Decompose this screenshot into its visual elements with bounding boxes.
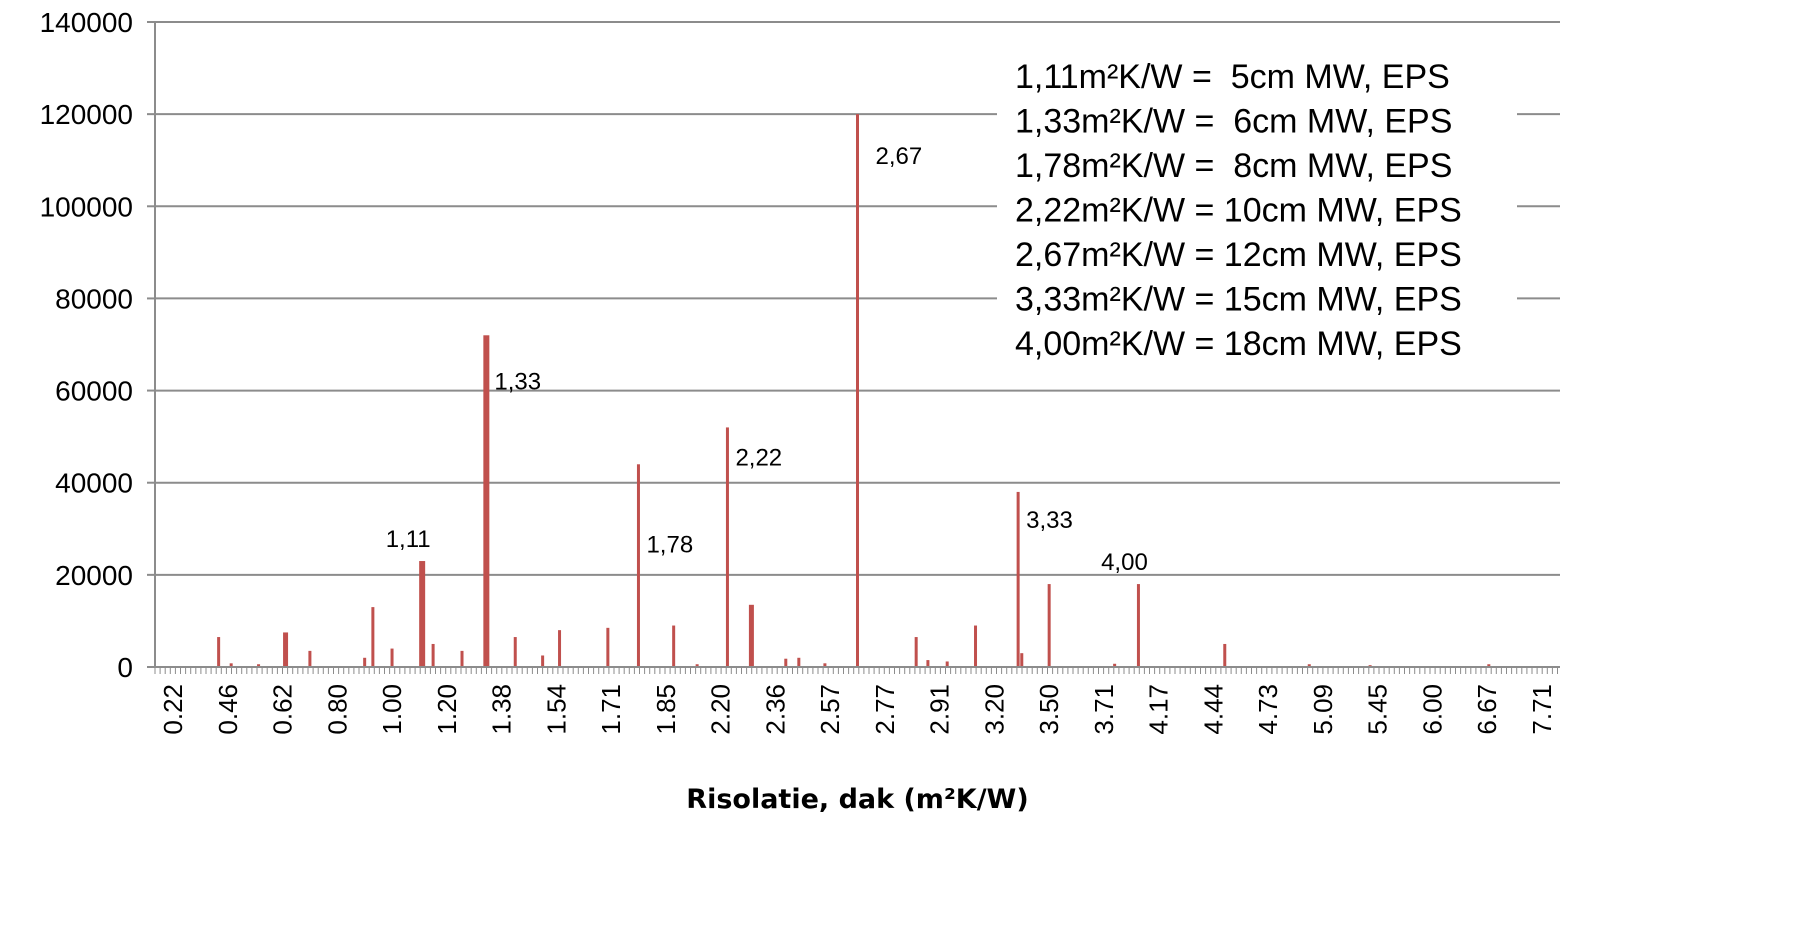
- x-tick-label: 5.09: [1308, 684, 1338, 735]
- x-tick-label: 7.71: [1527, 684, 1557, 735]
- bar: [856, 114, 859, 667]
- bar: [749, 605, 754, 667]
- x-tick-label: 6.00: [1417, 684, 1447, 735]
- legend-line: 2,67m²K/W = 12cm MW, EPS: [1015, 236, 1462, 274]
- legend-line: 1,33m²K/W = 6cm MW, EPS: [1015, 103, 1452, 141]
- data-label: 1,11: [386, 526, 431, 553]
- x-tick-label: 1.71: [596, 684, 626, 735]
- x-tick-label: 1.38: [487, 684, 517, 735]
- x-tick-label: 4.44: [1198, 684, 1228, 735]
- bar: [797, 658, 800, 667]
- bar: [363, 658, 366, 667]
- x-tick-label: 0.80: [322, 684, 352, 735]
- bar: [606, 628, 609, 667]
- x-tick-label: 0.22: [158, 684, 188, 735]
- y-tick-label: 20000: [55, 560, 133, 591]
- x-tick-label: 2.36: [760, 684, 790, 735]
- bar: [926, 660, 929, 667]
- y-tick-label: 80000: [55, 283, 133, 314]
- x-tick-label: 0.46: [213, 684, 243, 735]
- bar: [1223, 644, 1226, 667]
- bar: [1020, 653, 1023, 667]
- bar: [461, 651, 464, 667]
- bar: [541, 655, 544, 667]
- x-tick-label: 3.71: [1089, 684, 1119, 735]
- x-tick-label: 5.45: [1363, 684, 1393, 735]
- x-tick-label: 1.85: [651, 684, 681, 735]
- x-tick-label: 2.77: [870, 684, 900, 735]
- data-label: 1,33: [494, 368, 541, 395]
- bar: [726, 427, 729, 667]
- bar: [483, 335, 489, 667]
- bar: [672, 626, 675, 667]
- data-label: 2,67: [876, 143, 923, 170]
- y-tick-label: 40000: [55, 468, 133, 499]
- bar: [1017, 492, 1020, 667]
- legend-line: 1,11m²K/W = 5cm MW, EPS: [1015, 58, 1450, 96]
- x-axis: 0.22 0.46 0.62 0.80 1.00 1.20 1.38 1.54 1.71 1.85…: [155, 667, 1560, 735]
- bar: [514, 637, 517, 667]
- bar: [1137, 584, 1140, 667]
- bar: [974, 626, 977, 667]
- x-tick-label: 4.73: [1253, 684, 1283, 735]
- x-axis-title: Risolatie, dak (m²K/W): [686, 784, 1028, 815]
- y-tick-label: 140000: [40, 7, 133, 38]
- bar: [637, 464, 640, 667]
- x-tick-label: 4.17: [1144, 684, 1174, 735]
- bar: [432, 644, 435, 667]
- legend: 1,11m²K/W = 5cm MW, EPS 1,33m²K/W = 6cm M…: [1015, 58, 1462, 363]
- legend-line: 4,00m²K/W = 18cm MW, EPS: [1015, 325, 1462, 363]
- data-label: 4,00: [1101, 549, 1148, 576]
- data-label: 3,33: [1026, 507, 1073, 534]
- data-label: 1,78: [646, 531, 693, 558]
- bar: [419, 561, 425, 667]
- x-tick-label: 1.20: [432, 684, 462, 735]
- x-tick-label: 3.20: [979, 684, 1009, 735]
- x-tick-label: 3.50: [1034, 684, 1064, 735]
- y-axis: 0 20000 40000 60000 80000 100000 120000 140000: [40, 7, 155, 683]
- bar: [784, 659, 787, 667]
- bar: [308, 651, 311, 667]
- data-label: 2,22: [735, 444, 782, 471]
- legend-line: 2,22m²K/W = 10cm MW, EPS: [1015, 192, 1462, 230]
- y-tick-label: 0: [117, 652, 133, 683]
- legend-line: 1,78m²K/W = 8cm MW, EPS: [1015, 147, 1452, 185]
- y-tick-label: 60000: [55, 376, 133, 407]
- x-tick-label: 2.20: [706, 684, 736, 735]
- bar: [391, 649, 394, 667]
- x-tick-label: 2.91: [925, 684, 955, 735]
- x-tick-label: 1.54: [541, 684, 571, 735]
- bar: [283, 632, 288, 667]
- bar: [915, 637, 918, 667]
- x-tick-label: 1.00: [377, 684, 407, 735]
- y-tick-label: 100000: [40, 191, 133, 222]
- x-tick-label: 0.62: [268, 684, 298, 735]
- y-tick-label: 120000: [40, 99, 133, 130]
- bar: [558, 630, 561, 667]
- bar: [217, 637, 220, 667]
- bar: [1048, 584, 1051, 667]
- x-tick-label: 2.57: [815, 684, 845, 735]
- bar: [371, 607, 374, 667]
- x-tick-label: 6.67: [1472, 684, 1502, 735]
- legend-line: 3,33m²K/W = 15cm MW, EPS: [1015, 281, 1462, 319]
